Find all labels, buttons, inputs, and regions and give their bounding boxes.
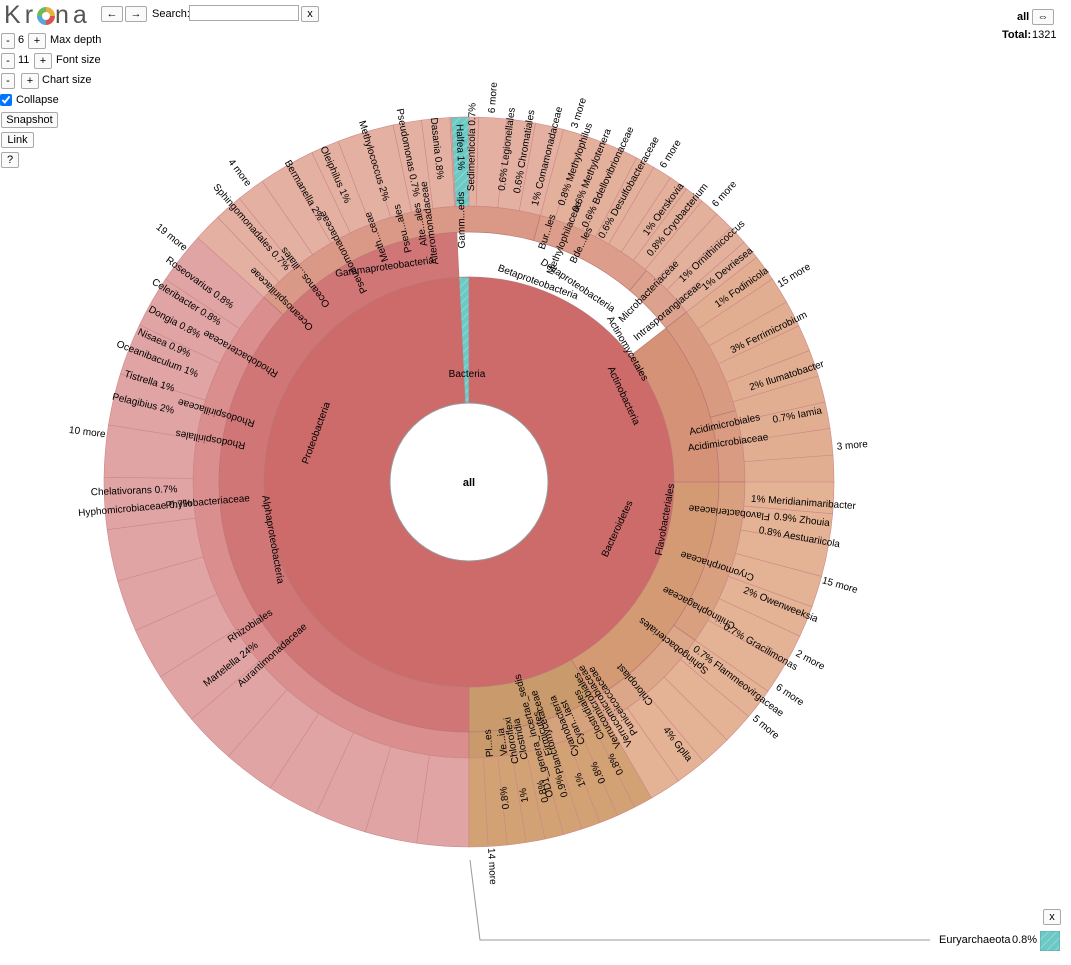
collapse-label: Collapse <box>16 94 59 106</box>
mid-pct-label-2: 1% <box>573 771 588 789</box>
mid-label-37: Pl...es <box>483 729 496 758</box>
outer-label-44: 2 more <box>794 648 827 673</box>
center-circle[interactable] <box>389 402 549 562</box>
chart-size-increase-button[interactable]: + <box>21 73 39 89</box>
forward-button[interactable]: → <box>125 6 147 22</box>
outer-label-48: 5 more <box>750 713 781 742</box>
snapshot-button[interactable]: Snapshot <box>1 112 58 128</box>
mid-label-38: Ve...ia <box>496 727 511 756</box>
outer-label-27: 6 more <box>658 138 684 171</box>
total-label: Total: <box>1002 29 1032 41</box>
help-button[interactable]: ? <box>1 152 19 168</box>
outer-label-17: Sedimenticola 0.7% <box>466 103 479 192</box>
krona-logo: Kr na <box>4 2 91 28</box>
outer-label-38: 3 more <box>836 439 868 453</box>
logo-letter-k: K <box>4 1 25 29</box>
details-close-button[interactable]: x <box>1043 909 1061 925</box>
outer-label-52: Chelativorans 0.7% <box>91 484 178 498</box>
expand-button[interactable]: ⇔ <box>1032 9 1054 25</box>
outer-label-18: 6 more <box>487 81 500 113</box>
search-input[interactable] <box>189 5 299 21</box>
mid-pct-label-5: 1% <box>518 787 531 803</box>
logo-wheel-icon <box>37 7 56 25</box>
max-depth-increase-button[interactable]: + <box>28 33 46 49</box>
outer-label-53: 10 more <box>68 425 106 440</box>
max-depth-decrease-button[interactable]: - <box>1 33 15 49</box>
details-swatch-fill <box>1039 930 1061 952</box>
back-button[interactable]: ← <box>101 6 123 22</box>
font-size-label: Font size <box>56 54 101 66</box>
logo-letter-n: n <box>55 1 73 29</box>
font-size-increase-button[interactable]: + <box>34 53 52 69</box>
logo-letter-a: a <box>72 1 91 29</box>
search-clear-button[interactable]: x <box>301 6 319 22</box>
link-button[interactable]: Link <box>1 132 34 148</box>
chart-size-decrease-button[interactable]: - <box>1 73 15 89</box>
details-swatch <box>1039 930 1061 952</box>
current-node-label: all <box>1017 11 1030 23</box>
outer-label-34: 15 more <box>776 261 813 290</box>
font-size-decrease-button[interactable]: - <box>1 53 15 69</box>
mid-pct-label-6: 0.8% <box>498 786 512 810</box>
outer-label-16: Halfea 1% <box>453 124 466 171</box>
collapse-checkbox[interactable] <box>0 94 12 106</box>
total-value: 1321 <box>1032 29 1057 41</box>
mid-pct-label-4: 0.8% <box>535 779 551 804</box>
center-label: all <box>463 477 475 489</box>
search-label: Search: <box>152 8 190 20</box>
logo-letter-r: r <box>24 1 38 29</box>
detail-leader-line <box>469 859 930 941</box>
outer-label-8: 19 more <box>154 222 190 254</box>
outer-label-50: 14 more <box>485 848 498 886</box>
label-bacteria: Bacteria <box>449 369 486 380</box>
sunburst-outer-wedge-73[interactable] <box>450 116 470 207</box>
outer-label-42: 15 more <box>821 575 860 596</box>
mid-label-13: Gamm...edis <box>456 192 468 249</box>
outer-label-10: 4 more <box>226 157 254 189</box>
details-name: Euryarchaeota <box>939 934 1011 946</box>
font-size-value: 11 <box>18 54 30 66</box>
chart-size-label: Chart size <box>42 74 92 86</box>
outer-label-30: 6 more <box>710 179 739 210</box>
max-depth-value: 6 <box>18 34 25 46</box>
max-depth-label: Max depth <box>50 34 102 46</box>
details-pct: 0.8% <box>1012 934 1038 946</box>
sunburst-outer-wedge-72[interactable] <box>468 757 489 848</box>
